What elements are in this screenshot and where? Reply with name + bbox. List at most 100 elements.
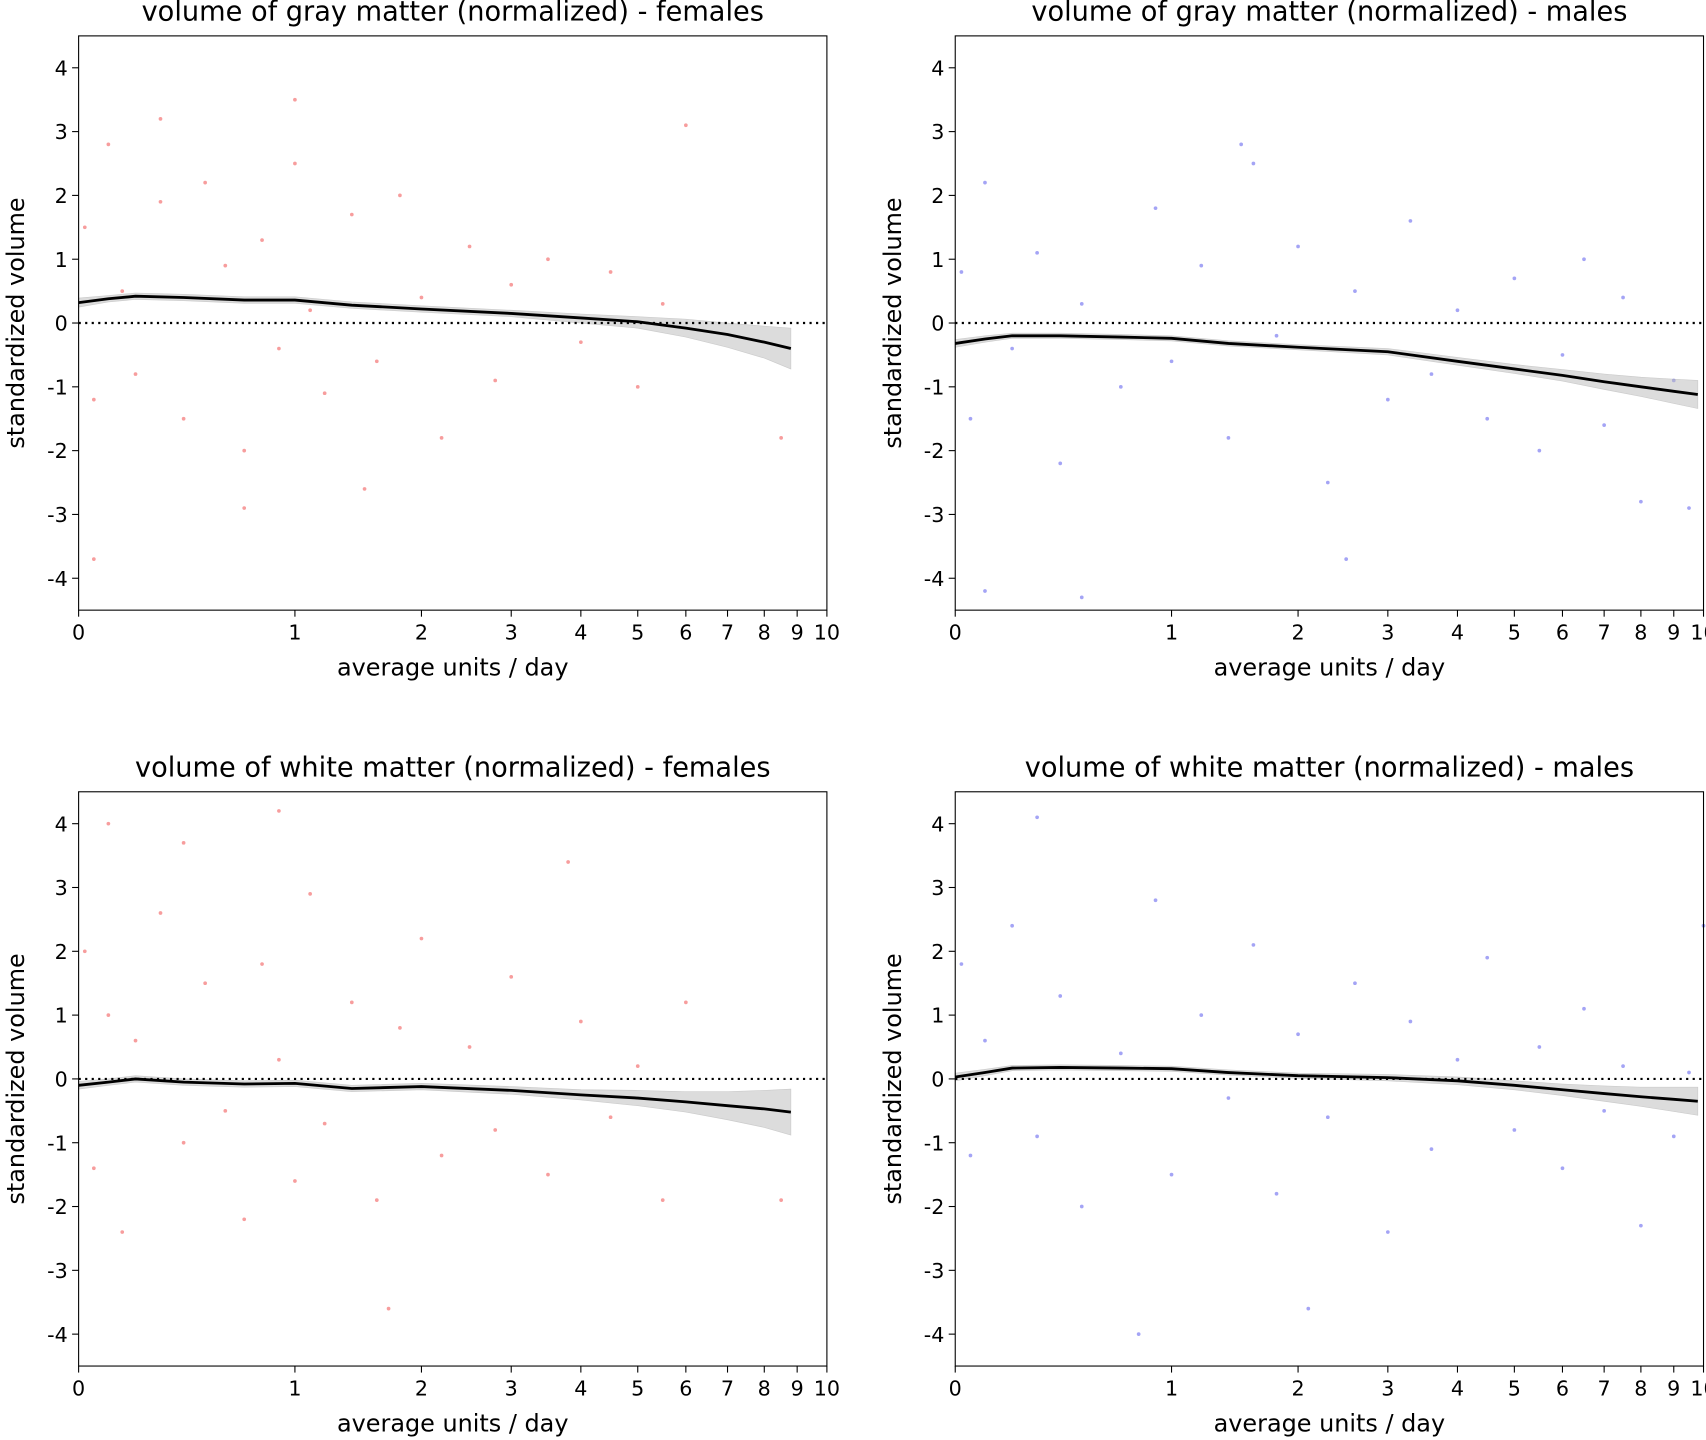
point xyxy=(1385,397,1390,402)
y-tick-label: 1 xyxy=(55,1004,68,1028)
y-tick-label: -4 xyxy=(47,1323,68,1347)
point xyxy=(1251,161,1256,166)
point xyxy=(1582,1006,1586,1011)
y-tick-label: 0 xyxy=(55,1068,68,1092)
y-tick-label: -1 xyxy=(924,1131,945,1155)
point xyxy=(1560,1166,1565,1171)
x-tick-label: 8 xyxy=(1634,621,1647,645)
point xyxy=(1079,302,1084,306)
x-tick-label: 4 xyxy=(574,1376,587,1400)
x-axis-label: average units / day xyxy=(337,1409,568,1437)
point xyxy=(684,123,688,128)
point xyxy=(983,1038,987,1043)
point xyxy=(509,282,514,287)
confidence-band xyxy=(78,1075,792,1136)
y-tick-label: -2 xyxy=(924,439,945,463)
x-tick-label: 2 xyxy=(415,1376,428,1400)
point xyxy=(1058,994,1063,998)
point xyxy=(419,936,424,941)
point xyxy=(308,308,312,313)
point xyxy=(374,1198,379,1202)
point xyxy=(779,436,783,440)
point xyxy=(509,974,514,979)
y-axis-label: standardized volume xyxy=(879,197,907,448)
point xyxy=(1353,981,1357,986)
point xyxy=(1455,1057,1460,1062)
point xyxy=(120,289,125,293)
y-tick-label: -1 xyxy=(47,1131,68,1155)
panel: volume of white matter (normalized) - fe… xyxy=(2,753,840,1438)
x-tick-label: 2 xyxy=(1291,1376,1304,1400)
point xyxy=(1079,595,1084,600)
point xyxy=(1136,1332,1141,1336)
point xyxy=(1385,1230,1390,1234)
point xyxy=(1455,308,1460,313)
point xyxy=(223,1108,228,1113)
point xyxy=(1621,295,1625,300)
point xyxy=(386,1306,391,1311)
y-tick-label: 4 xyxy=(931,56,944,80)
point xyxy=(91,1166,96,1171)
point xyxy=(106,1013,111,1017)
x-tick-label: 8 xyxy=(1634,1376,1647,1400)
y-tick-label: 2 xyxy=(55,940,68,964)
chart-title: volume of gray matter (normalized) - mal… xyxy=(1031,0,1627,28)
y-tick-label: -1 xyxy=(924,375,945,399)
x-tick-label: 5 xyxy=(631,1376,644,1400)
x-tick-label: 4 xyxy=(1451,1376,1464,1400)
x-tick-label: 6 xyxy=(679,1376,692,1400)
chart-title: volume of gray matter (normalized) - fem… xyxy=(142,0,764,28)
x-tick-label: 3 xyxy=(1381,621,1394,645)
x-tick-label: 9 xyxy=(1667,1376,1680,1400)
y-tick-label: 0 xyxy=(931,1068,944,1092)
point xyxy=(181,416,186,421)
point xyxy=(635,1064,640,1068)
y-tick-label: -4 xyxy=(924,567,945,591)
point xyxy=(1687,1070,1691,1075)
point xyxy=(158,116,163,121)
x-tick-label: 0 xyxy=(949,1376,962,1400)
point xyxy=(1537,1045,1542,1049)
point xyxy=(1153,898,1158,903)
point xyxy=(660,1198,665,1202)
axes-frame xyxy=(78,791,828,1367)
x-axis-label: average units / day xyxy=(337,653,568,681)
point xyxy=(91,397,96,402)
point xyxy=(91,557,96,561)
x-tick-label: 10 xyxy=(814,1376,840,1400)
point xyxy=(1296,244,1300,249)
point xyxy=(158,911,163,915)
x-tick-label: 10 xyxy=(1690,621,1706,645)
point xyxy=(566,860,570,864)
y-tick-label: 4 xyxy=(55,56,68,80)
x-axis-label: average units / day xyxy=(1214,653,1445,681)
panel: volume of gray matter (normalized) - mal… xyxy=(879,0,1706,681)
point xyxy=(608,1115,613,1120)
x-tick-label: 2 xyxy=(1291,621,1304,645)
point xyxy=(1296,1032,1300,1037)
point xyxy=(293,97,297,102)
y-tick-label: 3 xyxy=(931,120,944,144)
point xyxy=(1512,1128,1517,1132)
x-tick-label: 9 xyxy=(791,1376,804,1400)
point xyxy=(1226,436,1231,440)
x-tick-label: 6 xyxy=(679,621,692,645)
trend-line xyxy=(78,1077,792,1114)
x-tick-label: 5 xyxy=(1508,1376,1521,1400)
point xyxy=(203,981,207,986)
point xyxy=(1560,353,1565,357)
point xyxy=(260,962,264,966)
x-tick-label: 3 xyxy=(1381,1376,1394,1400)
point xyxy=(1010,346,1014,351)
point xyxy=(374,359,379,364)
confidence-band xyxy=(954,1064,1699,1116)
point xyxy=(660,302,665,306)
point xyxy=(277,809,281,813)
point xyxy=(1035,250,1039,255)
point xyxy=(1485,955,1490,960)
x-tick-label: 3 xyxy=(505,621,518,645)
x-tick-label: 6 xyxy=(1556,621,1569,645)
y-tick-label: 0 xyxy=(931,312,944,336)
axes-frame xyxy=(954,791,1705,1367)
y-axis-label: standardized volume xyxy=(879,953,907,1204)
